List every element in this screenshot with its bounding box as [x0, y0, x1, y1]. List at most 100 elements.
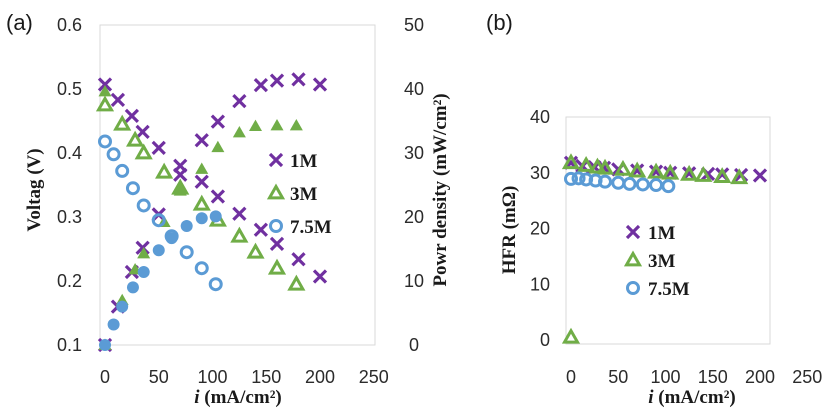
x-tick-label-b: 100 [650, 367, 680, 387]
data-point-stroke-2 [232, 206, 247, 221]
data-point-stroke-2 [210, 114, 226, 129]
legend-marker-stroke-2 [625, 224, 641, 240]
data-point [126, 130, 145, 147]
data-point [151, 140, 166, 156]
data-point [155, 162, 174, 179]
data-point [713, 167, 732, 184]
data-point [115, 163, 130, 178]
data-point [269, 73, 285, 88]
data-point [246, 242, 265, 259]
data-point-stroke-2 [194, 174, 209, 189]
data-point [694, 166, 713, 182]
y-tick-label-b: 10 [530, 274, 550, 294]
plot-area-b [565, 116, 771, 345]
data-point [192, 194, 211, 211]
legend-b: 1M 3M 7.5M [623, 223, 690, 300]
series-7.5M-b [564, 171, 676, 194]
data-marks-a [95, 72, 328, 353]
data-point-stroke-2 [135, 124, 150, 140]
data-point [253, 78, 269, 93]
data-point [195, 162, 209, 174]
data-point [661, 179, 676, 194]
x-tick-label-b: 150 [698, 367, 728, 387]
y-tick-label-b: 0 [540, 330, 550, 350]
data-point-stroke-2 [269, 73, 285, 88]
data-point [270, 118, 284, 131]
data-point [628, 161, 647, 178]
data-point [613, 159, 633, 176]
data-point [730, 168, 749, 185]
data-point [99, 339, 111, 351]
x-axis-title-rest-a: (mA/cm²) [200, 387, 282, 408]
data-point-stroke-2 [700, 166, 716, 181]
series-7.5M-voltage-a [98, 134, 223, 292]
legend-marker [625, 224, 641, 240]
data-point [249, 119, 262, 131]
x-axis-title-italic-a: i [194, 387, 200, 408]
data-point [561, 327, 581, 344]
legend-label: 7.5M [648, 279, 690, 300]
x-axis-title-italic-b: i [648, 387, 654, 408]
y-tick-label-b: 20 [530, 219, 550, 239]
data-point [179, 245, 194, 260]
data-point [312, 77, 328, 92]
y-axis-right-a: 0 10 20 30 40 50 [404, 15, 424, 355]
x-axis-title-a: i (mA/cm²) [194, 387, 281, 408]
data-point [232, 94, 247, 109]
y-tick-label-a: 0.3 [57, 207, 82, 227]
legend-marker [626, 281, 640, 295]
legend-marker [269, 219, 283, 233]
data-point [649, 178, 664, 193]
data-point [232, 126, 246, 138]
data-point [253, 222, 269, 237]
data-point [137, 266, 150, 279]
legend-label: 1M [648, 223, 676, 244]
data-point [208, 277, 223, 292]
data-point [230, 226, 249, 243]
data-point [98, 134, 112, 149]
data-point [136, 198, 151, 213]
chart-panel-b: (b) 0 10 20 30 40 0 50 100 150 200 250 1M 3M 7.5M H… [486, 10, 822, 408]
x-axis-b: 0 50 100 150 200 250 [566, 367, 822, 387]
panel-a-label: (a) [6, 10, 33, 35]
data-point-stroke-2 [291, 252, 306, 267]
y-tick-label-b: 40 [530, 107, 550, 127]
data-point-stroke-2 [110, 92, 126, 108]
data-point [113, 114, 132, 131]
data-point [110, 92, 126, 108]
y-axis-title-a: Voltag (V) [24, 148, 45, 231]
data-point [137, 246, 151, 259]
legend-label: 7.5M [290, 217, 332, 238]
y2-tick-label-a: 10 [404, 271, 424, 291]
y-tick-label-a: 0.2 [57, 271, 82, 291]
y-tick-label-a: 0.1 [57, 335, 82, 355]
plot-area-a [99, 24, 376, 346]
data-point [180, 219, 193, 232]
data-point-stroke-2 [173, 167, 188, 182]
x-tick-label-b: 200 [745, 367, 775, 387]
data-point [291, 252, 306, 267]
data-point [680, 164, 699, 181]
data-point [267, 258, 287, 275]
data-point-stroke-2 [312, 77, 328, 92]
data-point [124, 108, 140, 124]
data-point [595, 158, 615, 175]
y2-tick-label-a: 50 [404, 15, 424, 35]
data-point [135, 240, 150, 255]
data-point [116, 300, 129, 313]
data-point-stroke-2 [253, 222, 269, 237]
x-tick-label-a: 50 [149, 367, 169, 387]
data-point [152, 244, 165, 257]
data-point-stroke-2 [253, 78, 269, 93]
data-point [646, 162, 666, 179]
data-point [98, 85, 112, 97]
data-point-stroke-2 [752, 168, 768, 183]
data-point [194, 133, 209, 148]
data-point [126, 281, 139, 294]
data-point [195, 212, 208, 225]
data-point [165, 232, 178, 245]
series-3M-b [561, 153, 749, 344]
data-point-stroke-2 [291, 72, 306, 87]
series-1M-voltage-a [97, 77, 328, 284]
